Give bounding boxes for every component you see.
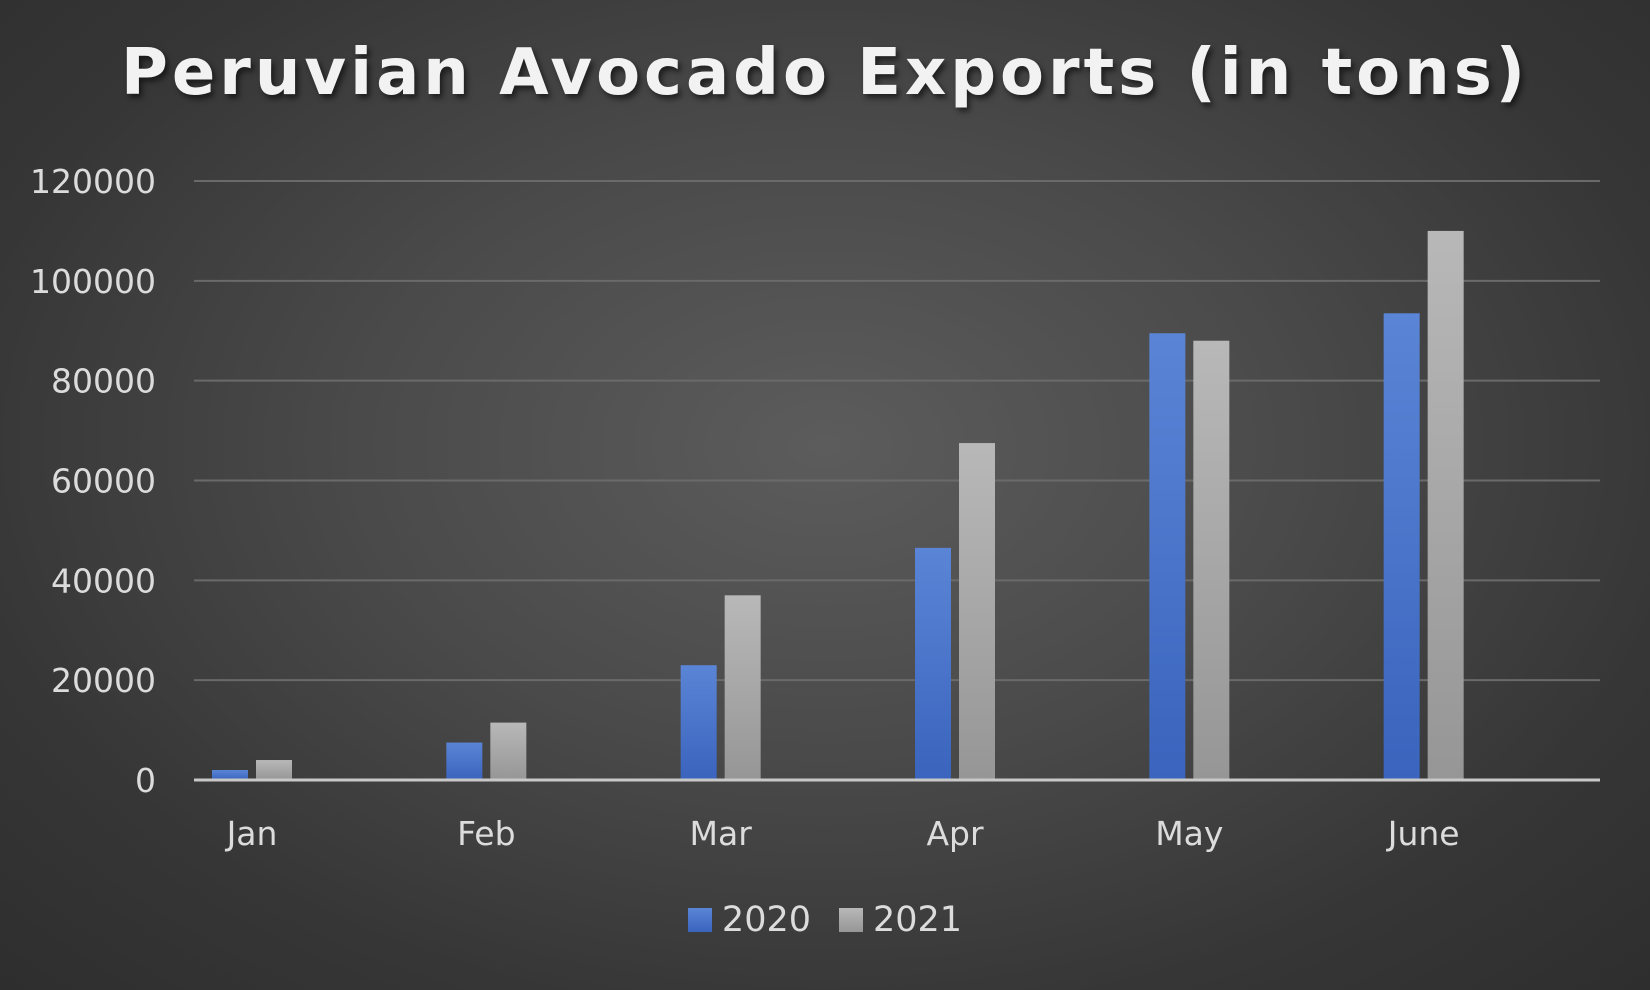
legend-label-2020: 2020 bbox=[721, 900, 811, 940]
x-tick-label: Feb bbox=[457, 814, 515, 853]
y-tick-label: 120000 bbox=[30, 162, 156, 201]
bar-2020-june bbox=[1383, 313, 1420, 780]
legend-swatch-2020 bbox=[687, 908, 712, 932]
legend-item-2021: 2021 bbox=[839, 900, 962, 940]
y-tick-label: 20000 bbox=[51, 661, 156, 700]
bar-2021-apr bbox=[959, 443, 995, 780]
gridlines bbox=[194, 180, 1600, 682]
bar-2020-jan bbox=[212, 770, 248, 780]
bar-2020-feb bbox=[446, 742, 483, 780]
bar-2020-mar bbox=[680, 665, 717, 780]
legend-label-2021: 2021 bbox=[873, 900, 963, 940]
bar-2021-may bbox=[1193, 340, 1230, 780]
x-axis-ticks: Jan Feb Mar Apr May June bbox=[225, 814, 1460, 853]
y-tick-label: 40000 bbox=[51, 561, 156, 600]
bar-2021-june bbox=[1427, 230, 1464, 780]
bar-2021-feb bbox=[490, 722, 527, 780]
bars bbox=[212, 230, 1464, 780]
bar-2021-mar bbox=[724, 595, 761, 780]
y-tick-label: 60000 bbox=[51, 462, 156, 501]
legend: 2020 2021 bbox=[0, 900, 1650, 940]
y-tick-label: 0 bbox=[135, 761, 156, 800]
bar-2020-apr bbox=[915, 547, 951, 780]
y-axis-ticks: 0 20000 40000 60000 80000 100000 120000 bbox=[30, 162, 156, 800]
x-tick-label: June bbox=[1386, 814, 1460, 853]
legend-swatch-2021 bbox=[839, 908, 863, 932]
x-tick-label: Jan bbox=[225, 814, 278, 853]
y-tick-label: 80000 bbox=[51, 362, 156, 401]
chart-title: Peruvian Avocado Exports (in tons) bbox=[120, 36, 1530, 110]
bar-2021-jan bbox=[256, 760, 292, 780]
legend-item-2020: 2020 bbox=[687, 900, 811, 940]
y-tick-label: 100000 bbox=[30, 262, 156, 301]
x-tick-label: May bbox=[1155, 814, 1223, 853]
bar-2020-may bbox=[1149, 333, 1186, 780]
x-tick-label: Mar bbox=[690, 814, 753, 853]
x-tick-label: Apr bbox=[926, 814, 984, 853]
